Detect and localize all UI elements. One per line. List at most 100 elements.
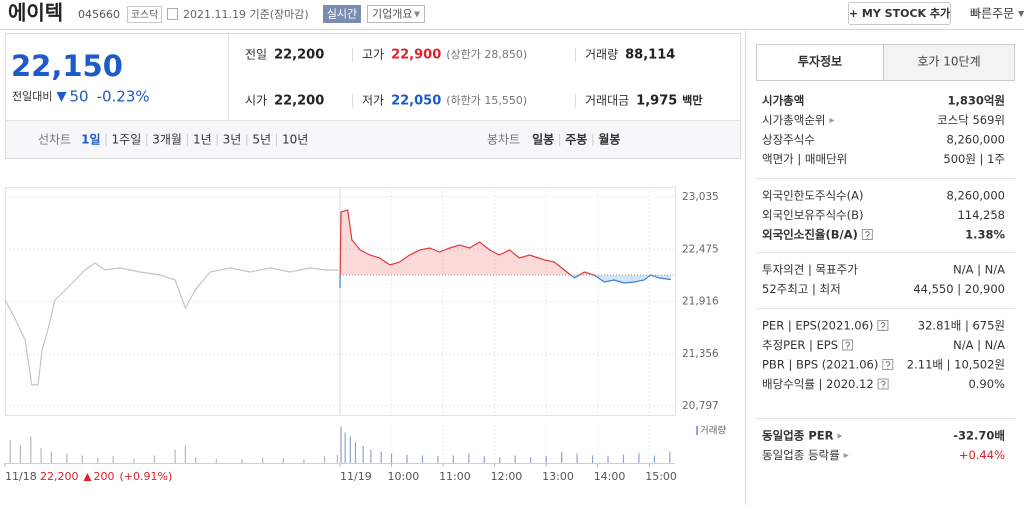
info-label: 액면가 | 매매단위 xyxy=(762,152,847,166)
volume-bar xyxy=(499,457,501,463)
volume-bar xyxy=(262,457,264,463)
volume-bar xyxy=(421,455,424,463)
volume-bar xyxy=(653,455,655,463)
price-area-up xyxy=(340,210,594,275)
chart-tab[interactable]: 1년 xyxy=(193,133,212,147)
chart-tab[interactable]: 주봉 xyxy=(565,133,587,147)
info-value: 코스닥 569위 xyxy=(937,113,1005,127)
stat-label: 고가 xyxy=(362,48,384,62)
info-value: 8,260,000 xyxy=(946,189,1005,203)
help-icon[interactable] xyxy=(861,229,873,240)
chart-tab[interactable]: 1주일 xyxy=(112,133,142,147)
volume-bar xyxy=(390,453,393,463)
volume-bar xyxy=(468,453,470,463)
mystock-button[interactable] xyxy=(848,2,951,25)
info-label: 추정PER | EPS xyxy=(762,338,838,352)
prev-change: 200 xyxy=(94,470,115,483)
chart-tab[interactable]: 3개월 xyxy=(152,133,182,147)
info-value: N/A | N/A xyxy=(953,338,1005,352)
company: 기업개요 xyxy=(372,8,412,21)
x-tick-label: 11/19 xyxy=(340,470,372,483)
volume-bar xyxy=(669,451,671,463)
volume-bar xyxy=(349,436,351,463)
dropdown-arrow xyxy=(1018,11,1024,17)
info-label: 배당수익률 | 2020.12 xyxy=(762,377,874,391)
chart-tab[interactable]: 일봉 xyxy=(532,133,554,147)
realtime: 실시간 xyxy=(327,8,357,21)
y-tick-label: 21,916 xyxy=(682,295,719,307)
volume-bar xyxy=(607,456,609,463)
chart-tab[interactable]: 월봉 xyxy=(598,132,620,147)
help-glyph xyxy=(880,380,886,389)
chart-tab[interactable]: 10년 xyxy=(282,133,308,147)
info-value: 1,830억원 xyxy=(947,94,1005,108)
info-label: 외국인한도주식수(A) xyxy=(762,189,863,203)
info-value: 114,258 xyxy=(957,208,1005,222)
y-tick-label: 22,475 xyxy=(682,243,719,255)
market: 코스닥 xyxy=(131,9,159,21)
x-tick-label: 11/18 xyxy=(5,470,37,483)
stat-value: 88,114 xyxy=(625,48,675,63)
current-price: 22,150 xyxy=(11,49,123,83)
summary-box xyxy=(5,33,741,159)
calendar-icon xyxy=(167,8,178,20)
realtime-badge[interactable] xyxy=(323,5,361,23)
change-label: 전일대비 xyxy=(12,89,52,103)
change-rate: -0.23% xyxy=(97,88,150,106)
stat-sub: 백만 xyxy=(682,93,702,107)
info-label: 외국인소진율(B/A) xyxy=(762,228,858,242)
volume-bar xyxy=(40,447,42,463)
info-value: 2.11배 | 10,502원 xyxy=(907,358,1005,372)
volume-bar xyxy=(195,457,197,463)
help-icon[interactable] xyxy=(842,339,854,351)
volume-bar xyxy=(344,432,346,463)
chart-tab[interactable]: 5년 xyxy=(252,133,271,147)
info-value: 1.38% xyxy=(965,228,1005,242)
volume-legend-mark xyxy=(696,426,698,435)
volume-bar xyxy=(622,454,625,463)
x-tick-label: 13:00 xyxy=(542,470,574,483)
volume-bar xyxy=(133,458,135,463)
info-arrow xyxy=(837,433,843,439)
price-line-down xyxy=(339,274,671,289)
x-tick-label: 10:00 xyxy=(388,470,420,483)
info-tab-label: 호가 10단계 xyxy=(917,55,980,69)
chart-tab[interactable]: 3년 xyxy=(223,133,242,147)
price-line-up xyxy=(339,209,653,275)
volume-bar xyxy=(576,453,578,463)
dropdown-arrow xyxy=(414,11,420,18)
tab-group-label: 선차트 xyxy=(38,133,71,147)
info-tab-active[interactable] xyxy=(756,44,884,81)
volume-bar xyxy=(514,455,516,463)
company-button[interactable] xyxy=(367,5,425,23)
stat-label: 시가 xyxy=(245,94,267,108)
volume-bar xyxy=(530,457,532,463)
tab-group-label: 봉차트 xyxy=(487,133,520,147)
help-icon[interactable] xyxy=(877,378,889,390)
prev-close: 22,200 xyxy=(40,470,79,483)
info-label: 외국인보유주식수(B) xyxy=(762,208,864,222)
volume-bar xyxy=(303,459,305,463)
stat-label: 전일 xyxy=(245,48,267,62)
volume-bar xyxy=(323,456,326,463)
volume-bar xyxy=(174,449,176,463)
stat-sub: (하한가 15,550) xyxy=(446,93,527,107)
chart-tab[interactable]: 1일 xyxy=(81,133,100,147)
help-icon[interactable] xyxy=(877,320,889,331)
stat-label: 저가 xyxy=(362,94,384,108)
market-badge xyxy=(127,6,162,23)
stat-value: 1,975 xyxy=(636,94,677,109)
info-label: 시가총액순위 xyxy=(762,113,825,127)
quick-order: 빠른주문 xyxy=(970,7,1014,21)
x-tick-label: 14:00 xyxy=(594,470,626,483)
info-label: 투자의견 | 목표주가 xyxy=(762,263,858,277)
info-label: PER | EPS(2021.06) xyxy=(762,319,873,333)
help-glyph xyxy=(864,231,870,239)
x-tick-label: 12:00 xyxy=(491,470,523,483)
volume-bar xyxy=(437,456,439,463)
stock-name: 에이텍 xyxy=(8,1,63,25)
help-glyph xyxy=(885,361,891,369)
help-icon[interactable] xyxy=(882,359,894,370)
volume-bar xyxy=(97,457,99,463)
